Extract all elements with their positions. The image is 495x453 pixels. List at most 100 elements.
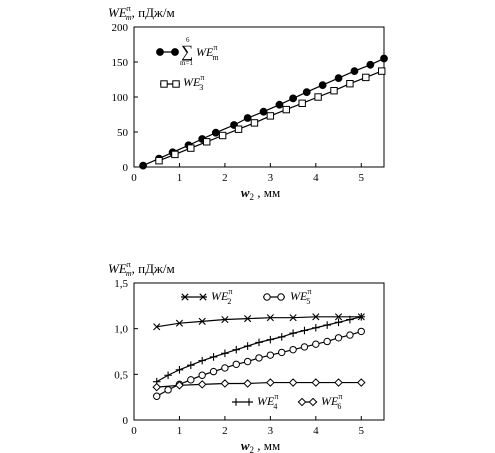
data-point-series-1 [330, 87, 338, 95]
y-axis-label-sub: m [126, 269, 132, 278]
data-point-series-0 [334, 313, 343, 321]
legend-marker-1 [172, 80, 180, 88]
data-point-series-1 [243, 357, 252, 366]
data-point-series-0 [139, 161, 147, 170]
data-point-series-1 [171, 150, 179, 159]
data-point-series-1 [278, 348, 286, 357]
y-axis-label-unit: , пДж/м [132, 5, 175, 20]
legend-marker-2 [232, 398, 240, 406]
data-point-series-3 [288, 378, 298, 387]
x-axis-label-main: w [241, 438, 250, 453]
series-line-0 [156, 316, 362, 328]
series-line-2 [156, 316, 362, 383]
data-point-series-1 [218, 131, 227, 140]
plot-frame [133, 26, 385, 168]
data-point-series-3 [311, 378, 321, 387]
data-point-series-0 [175, 319, 184, 327]
legend-sum-top: 6 [186, 36, 190, 44]
legend-label-3-main: WE [321, 394, 339, 408]
data-point-series-2 [266, 335, 275, 344]
data-point-series-1 [289, 345, 297, 354]
data-point-series-1 [334, 334, 343, 342]
data-point-series-1 [312, 340, 320, 348]
data-point-series-1 [266, 112, 275, 120]
x-axis-label-unit: , мм [254, 438, 280, 453]
legend-label-2-sub: 4 [273, 402, 277, 411]
legend-label-0: WEπ m [196, 43, 219, 62]
legend-label-1-sub: 3 [199, 83, 203, 92]
data-point-series-1 [300, 343, 309, 351]
legend-marker-1 [277, 293, 285, 301]
legend-marker-3 [308, 397, 318, 407]
data-point-series-2 [175, 365, 184, 374]
data-point-series-2 [164, 371, 172, 380]
data-point-series-0 [380, 54, 388, 63]
data-point-series-0 [289, 94, 297, 103]
data-point-series-1 [232, 360, 240, 368]
legend-label-1-sup: π [200, 73, 204, 82]
x-tick-label: 1 [177, 425, 183, 437]
data-point-series-1 [198, 371, 206, 379]
data-point-series-0 [289, 314, 297, 322]
x-tick-label: 2 [222, 172, 228, 184]
legend-marker-0 [171, 48, 179, 56]
x-tick-label: 0 [131, 425, 137, 437]
y-tick-label: 0 [123, 415, 129, 427]
legend-marker-0 [156, 48, 164, 56]
x-tick-label: 5 [359, 172, 365, 184]
data-point-series-2 [277, 333, 286, 341]
data-point-series-1 [187, 376, 195, 384]
x-axis-label-unit: , мм [254, 185, 280, 200]
legend-label-3-sub: 6 [337, 402, 341, 411]
y-axis-label-sup: π [127, 260, 131, 269]
x-axis-label: w2 , мм [241, 438, 280, 453]
data-point-series-1 [203, 138, 211, 146]
data-point-series-1 [346, 331, 354, 339]
legend-label-0-main: WE [211, 289, 229, 303]
data-point-series-0 [244, 315, 252, 323]
legend-label-2-main: WE [257, 394, 275, 408]
data-point-series-1 [314, 93, 322, 101]
legend-label-2: WEπ 4 [257, 392, 278, 411]
data-point-series-3 [152, 382, 162, 392]
data-point-series-3 [243, 379, 252, 388]
legend-label-3: WEπ 6 [321, 392, 342, 411]
data-point-series-0 [211, 128, 220, 137]
legend-label-1-sup: π [307, 287, 311, 296]
data-point-series-0 [302, 88, 311, 96]
x-tick-label: 4 [313, 172, 319, 184]
y-axis-label-main: WE [108, 5, 127, 20]
data-point-series-1 [209, 367, 218, 376]
data-point-series-3 [175, 380, 184, 390]
plot-frame [133, 282, 385, 421]
legend-label-1-sub: 5 [306, 297, 310, 306]
x-tick-label: 1 [177, 172, 183, 184]
data-point-series-0 [243, 114, 252, 122]
legend-label-1: WEπ 5 [290, 287, 311, 306]
data-point-series-2 [289, 329, 297, 338]
data-point-series-2 [334, 318, 343, 327]
legend-label-0-sup: π [228, 287, 232, 296]
x-tick-label: 2 [222, 425, 228, 437]
data-point-series-2 [209, 353, 218, 361]
y-tick-label: 200 [112, 22, 129, 34]
data-point-series-1 [255, 354, 263, 362]
data-point-series-2 [232, 345, 241, 354]
data-point-series-1 [362, 73, 370, 82]
data-point-series-1 [187, 144, 195, 152]
series-line-3 [156, 381, 362, 388]
x-axis-label-main: w [241, 185, 250, 200]
data-point-series-0 [198, 317, 206, 325]
legend-label-3-sup: π [338, 392, 342, 401]
data-point-series-1 [164, 386, 172, 394]
data-point-series-3 [266, 378, 275, 387]
data-point-series-1 [266, 351, 275, 359]
x-tick-label: 0 [131, 172, 137, 184]
data-point-series-2 [221, 349, 229, 358]
legend-label-1: WEπ 3 [183, 73, 204, 92]
data-point-series-1 [346, 80, 354, 88]
y-tick-label: 150 [112, 57, 129, 69]
